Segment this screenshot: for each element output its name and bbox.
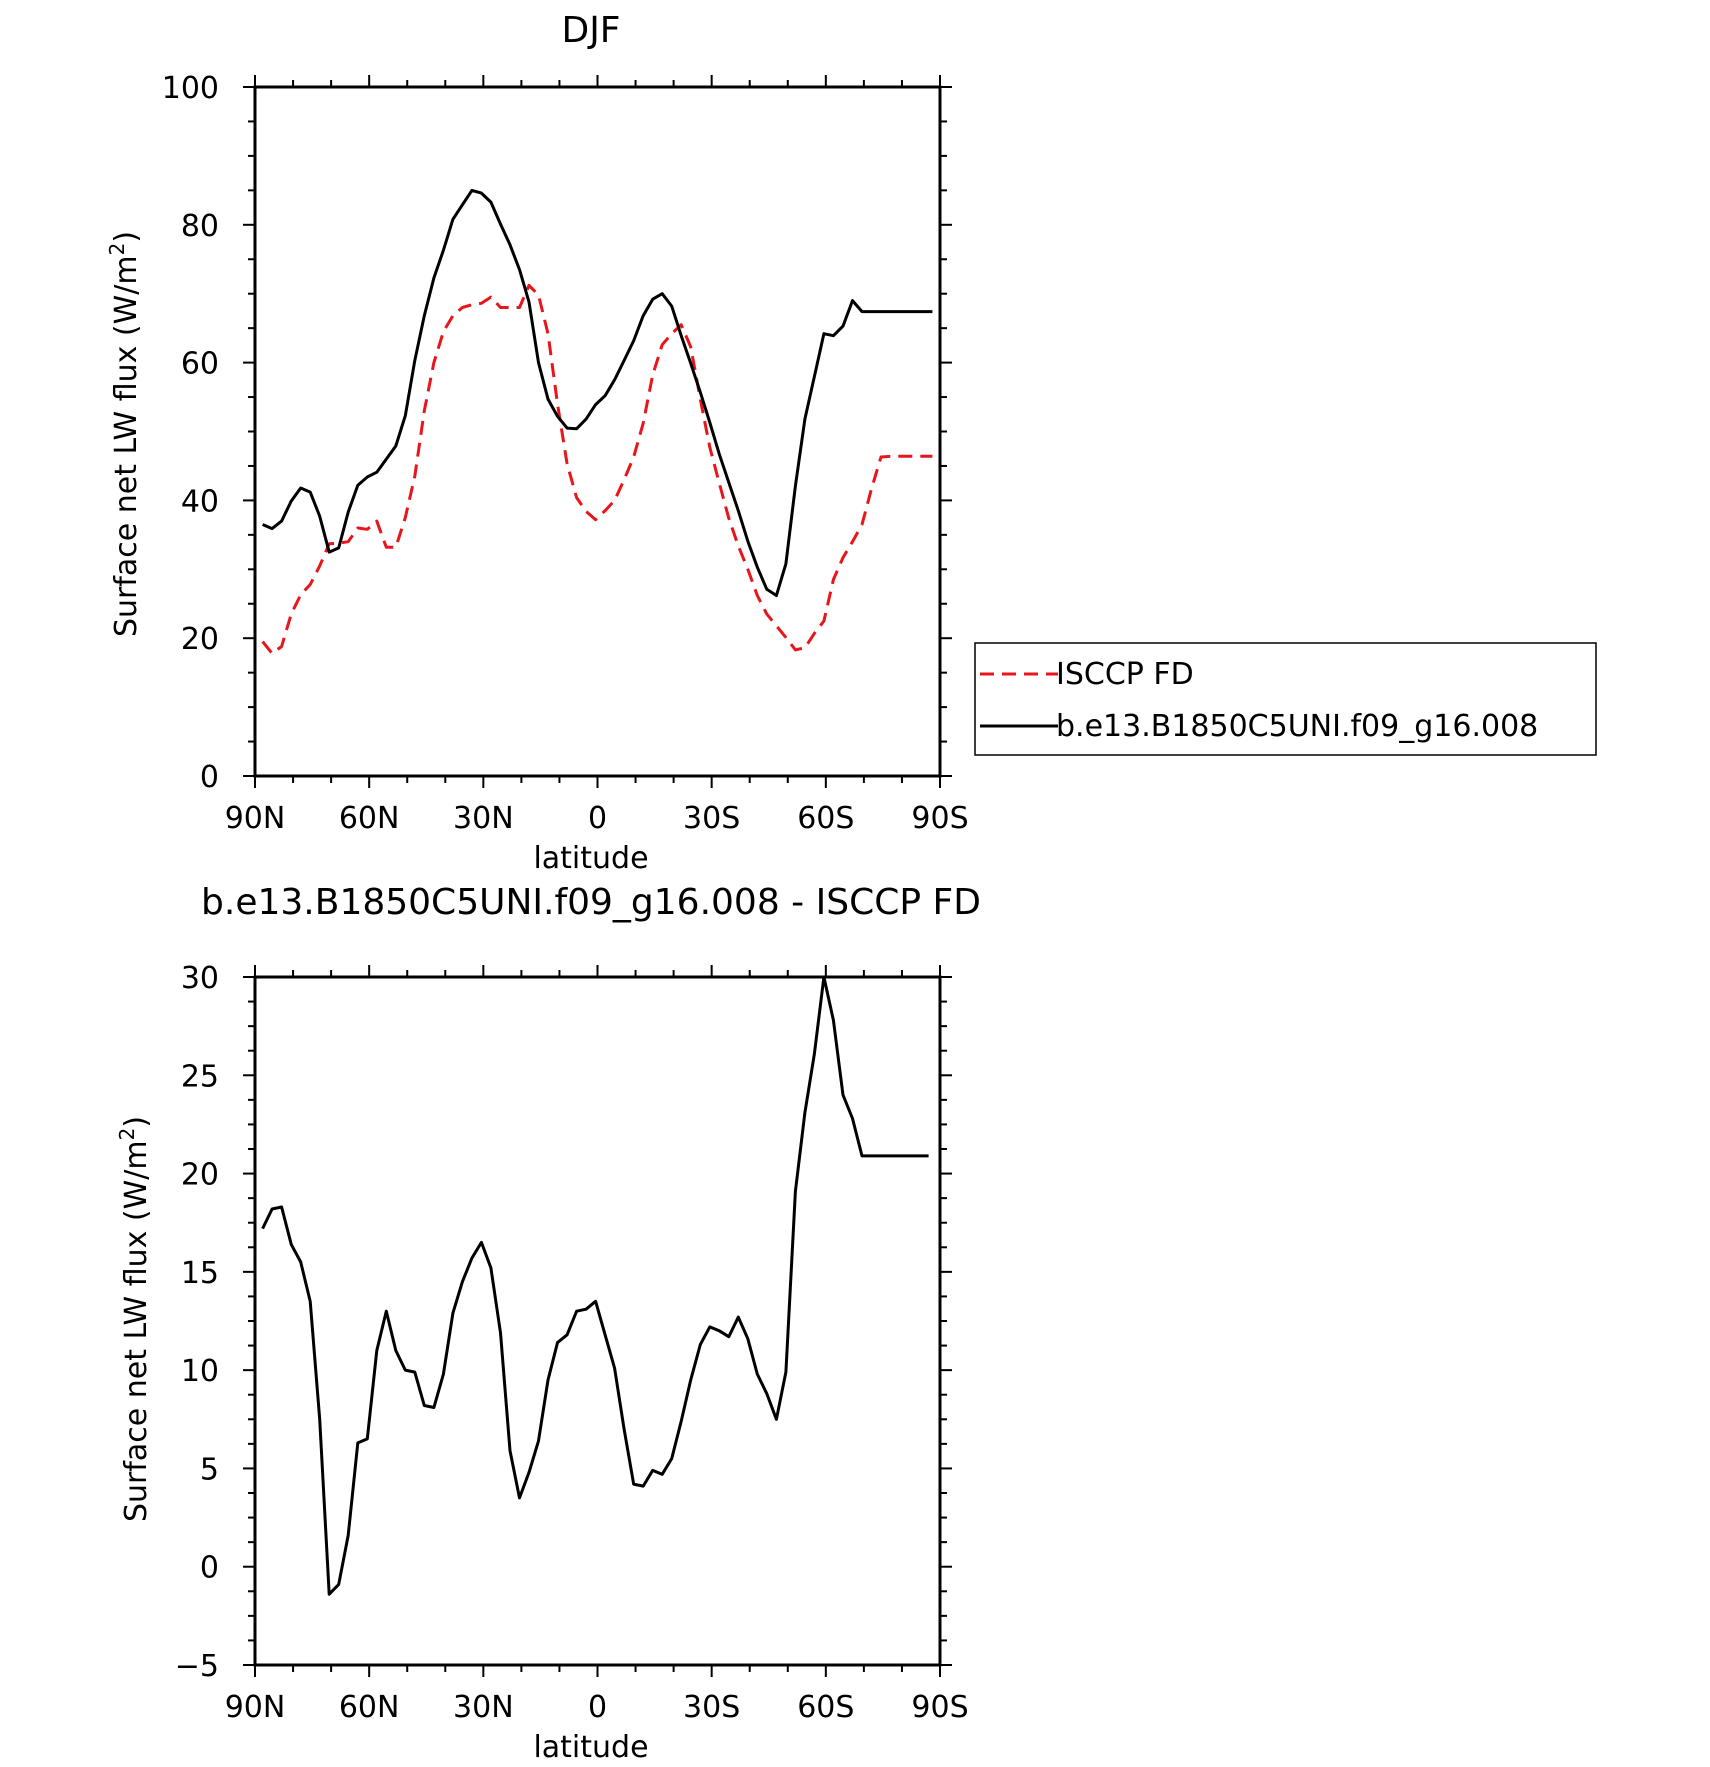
bottom-panel-tick-labels: 90N 60N 30N 0 30S 60S 90S −5 0 5 10 15 20 25 30 bbox=[175, 961, 969, 1725]
bottom-panel-x-tick-label: 0 bbox=[588, 1690, 607, 1725]
top-panel-x-tick-label: 60S bbox=[797, 801, 854, 836]
bottom-panel-y-tick-label: −5 bbox=[175, 1649, 219, 1684]
top-panel-y-tick-label: 0 bbox=[200, 760, 219, 795]
top-panel-x-tick-label: 30N bbox=[453, 801, 514, 836]
bottom-panel-y-tick-label: 15 bbox=[181, 1256, 219, 1291]
legend-box bbox=[974, 642, 1597, 756]
top-panel-y-tick-label: 40 bbox=[181, 484, 219, 519]
bottom-panel-axes bbox=[243, 965, 952, 1677]
legend-label-isccp: ISCCP FD bbox=[1056, 657, 1194, 692]
top-panel-series-layer bbox=[261, 188, 933, 655]
top-panel-plot-frame bbox=[253, 85, 942, 778]
top-panel-y-tick-label: 100 bbox=[162, 71, 219, 106]
bottom-panel-y-tick-label: 0 bbox=[200, 1551, 219, 1586]
top-panel-y-tick-label: 80 bbox=[181, 209, 219, 244]
top-panel-series-line-0 bbox=[261, 283, 933, 655]
top-panel-x-tick-label: 0 bbox=[588, 801, 607, 836]
top-panel-series-line-1 bbox=[262, 188, 933, 597]
bottom-panel-title: b.e13.B1850C5UNI.f09_g16.008 - ISCCP FD bbox=[201, 882, 981, 923]
bottom-panel-x-tick-label: 90S bbox=[911, 1690, 968, 1725]
bottom-panel-y-axis-label-sup: 2 bbox=[115, 1128, 139, 1141]
top-panel: DJF Surface net LW flux (W/m2) latitude … bbox=[105, 10, 1597, 876]
top-panel-x-tick-label: 30S bbox=[683, 801, 740, 836]
top-panel-y-tick-label: 20 bbox=[181, 622, 219, 657]
top-panel-x-tick-label: 90N bbox=[225, 801, 286, 836]
bottom-panel: b.e13.B1850C5UNI.f09_g16.008 - ISCCP FD … bbox=[115, 882, 981, 1765]
top-panel-axes bbox=[243, 75, 952, 788]
svg-text:Surface net LW flux (W/m2): Surface net LW flux (W/m2) bbox=[115, 1116, 154, 1522]
bottom-panel-x-tick-label: 60S bbox=[797, 1690, 854, 1725]
bottom-panel-y-axis-label: Surface net LW flux (W/m2) bbox=[115, 1116, 154, 1522]
top-panel-y-axis-label: Surface net LW flux (W/m2) bbox=[105, 231, 144, 637]
bottom-panel-y-axis-label-main: Surface net LW flux (W/m bbox=[119, 1140, 154, 1522]
bottom-panel-x-tick-label: 60N bbox=[339, 1690, 400, 1725]
bottom-panel-y-axis-label-close: ) bbox=[119, 1116, 154, 1128]
top-panel-title: DJF bbox=[561, 10, 620, 51]
top-panel-y-axis-label-close: ) bbox=[109, 231, 144, 243]
bottom-panel-plot-frame bbox=[253, 975, 942, 1667]
bottom-panel-y-tick-label: 5 bbox=[200, 1452, 219, 1487]
bottom-panel-series-layer bbox=[261, 975, 929, 1596]
top-panel-x-tick-label: 90S bbox=[911, 801, 968, 836]
bottom-panel-y-tick-label: 25 bbox=[181, 1059, 219, 1094]
top-panel-tick-labels: 90N 60N 30N 0 30S 60S 90S 0 20 40 60 80 100 bbox=[162, 71, 969, 836]
bottom-panel-x-axis-label: latitude bbox=[533, 1730, 648, 1765]
legend: ISCCP FD b.e13.B1850C5UNI.f09_g16.008 bbox=[974, 642, 1597, 756]
bottom-panel-y-tick-label: 30 bbox=[181, 961, 219, 996]
bottom-panel-x-tick-label: 30S bbox=[683, 1690, 740, 1725]
top-panel-y-tick-label: 60 bbox=[181, 347, 219, 382]
bottom-panel-series-line-0 bbox=[261, 975, 929, 1596]
bottom-panel-y-tick-label: 20 bbox=[181, 1158, 219, 1193]
legend-label-model: b.e13.B1850C5UNI.f09_g16.008 bbox=[1056, 709, 1538, 744]
top-panel-y-axis-label-main: Surface net LW flux (W/m bbox=[109, 255, 144, 637]
top-panel-x-tick-label: 60N bbox=[339, 801, 400, 836]
top-panel-y-axis-label-sup: 2 bbox=[105, 243, 129, 256]
bottom-panel-y-tick-label: 10 bbox=[181, 1354, 219, 1389]
top-panel-x-axis-label: latitude bbox=[533, 841, 648, 876]
bottom-panel-x-tick-label: 30N bbox=[453, 1690, 514, 1725]
svg-text:Surface net LW flux (W/m2): Surface net LW flux (W/m2) bbox=[105, 231, 144, 637]
bottom-panel-x-tick-label: 90N bbox=[225, 1690, 286, 1725]
